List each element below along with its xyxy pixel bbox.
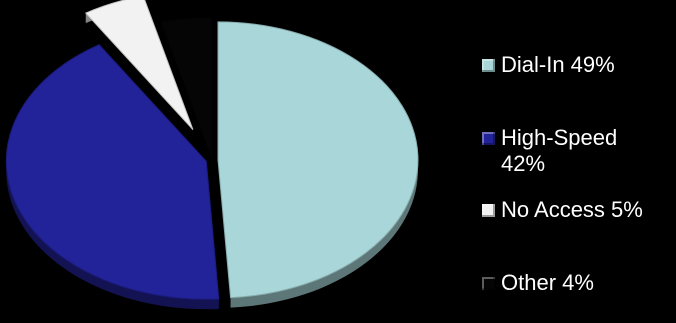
legend-swatch-no-access	[482, 204, 495, 217]
pie-chart	[5, 0, 419, 310]
legend-swatch-dial-in	[482, 59, 495, 72]
pie-slice-dial-in	[217, 21, 419, 299]
legend-item-other: Other 4%	[482, 270, 676, 296]
legend-item-no-access: No Access 5%	[482, 197, 676, 223]
legend: Dial-In 49% High-Speed 42% No Access 5% …	[482, 0, 676, 323]
legend-label-high-speed: High-Speed 42%	[501, 125, 618, 176]
pie-slice-other	[160, 17, 212, 157]
legend-item-high-speed: High-Speed 42%	[482, 125, 631, 177]
legend-label-dial-in: Dial-In 49%	[501, 52, 615, 77]
legend-label-other: Other 4%	[501, 270, 594, 295]
legend-item-dial-in: Dial-In 49%	[482, 52, 676, 78]
legend-label-no-access: No Access 5%	[501, 197, 643, 222]
pie-slice-high-speed	[5, 44, 220, 300]
pie-slice-no-access	[84, 0, 194, 130]
legend-swatch-other	[482, 277, 495, 290]
legend-swatch-high-speed	[482, 132, 495, 145]
